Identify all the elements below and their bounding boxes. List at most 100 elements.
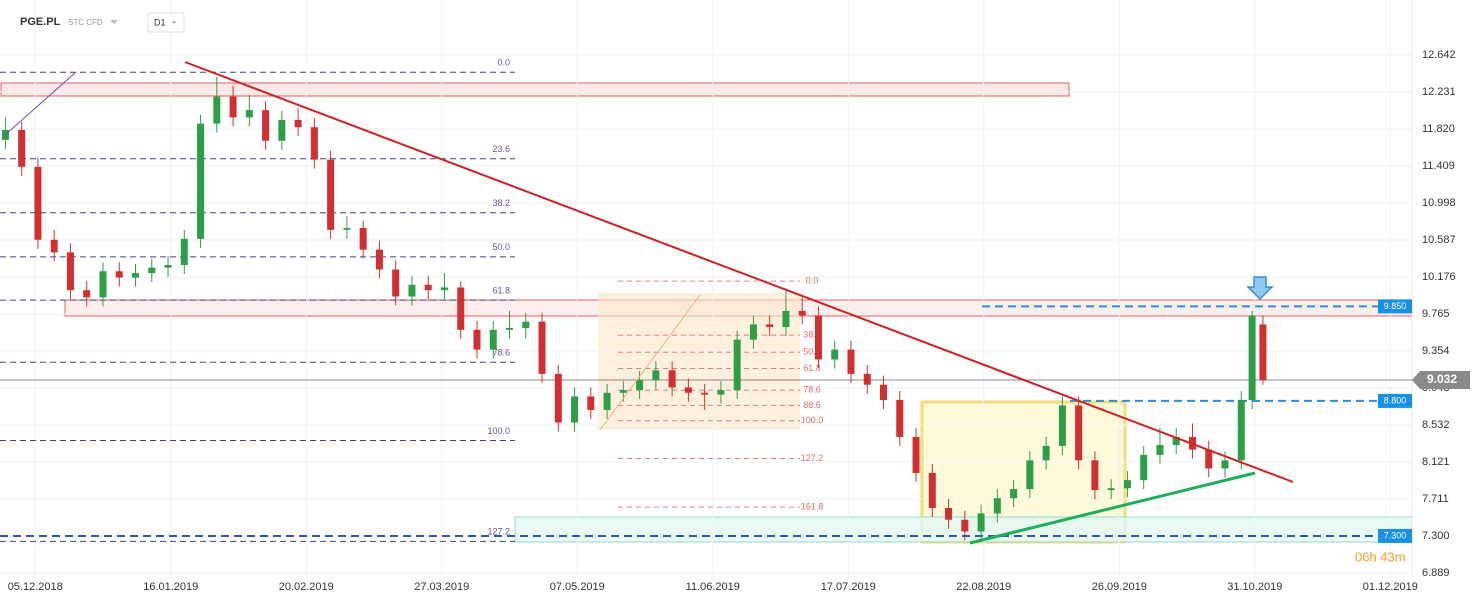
y-tick-label: 12.231 xyxy=(1422,86,1456,98)
candle-body xyxy=(880,384,888,401)
candle-body xyxy=(587,396,595,410)
y-tick-label: 12.642 xyxy=(1422,49,1456,61)
candle-body xyxy=(717,390,725,395)
fib-label: 23.6 xyxy=(492,144,510,154)
x-tick-label: 17.07.2019 xyxy=(821,581,876,593)
price-tag xyxy=(1378,299,1412,314)
candle-body xyxy=(245,110,253,118)
x-tick-label: 01.12.2019 xyxy=(1363,581,1418,593)
candle-body xyxy=(262,110,270,141)
levels: 0.0 23.6 38.2 50.0 61.8 78.6 100.0 127.2 0.0 38.2… xyxy=(0,58,1412,542)
candle-body xyxy=(733,339,741,391)
candle-body xyxy=(66,252,74,291)
trend-line xyxy=(184,61,1294,483)
candle-body xyxy=(1026,460,1034,490)
candle-body xyxy=(831,349,839,360)
candle-body xyxy=(1010,489,1018,499)
x-tick-label: 20.02.2019 xyxy=(279,581,334,593)
candle-body xyxy=(701,392,709,395)
fib-label: 38.2 xyxy=(492,198,510,208)
x-tick-label: 07.05.2019 xyxy=(550,581,605,593)
candle-body xyxy=(668,370,676,388)
candle-body xyxy=(636,380,644,391)
candle-body xyxy=(506,327,514,330)
candle-body xyxy=(99,271,107,298)
candle-body xyxy=(1042,445,1050,461)
candle-body xyxy=(1259,324,1267,381)
candle-body xyxy=(83,290,91,298)
y-tick-label: 11.820 xyxy=(1422,123,1455,135)
candle-body xyxy=(1123,480,1131,489)
drawings xyxy=(0,82,1413,544)
fib-label: 161.8 xyxy=(801,502,824,512)
interval-box[interactable] xyxy=(147,12,185,33)
last-price-tag xyxy=(1412,371,1470,390)
x-tick-label: 05.12.2018 xyxy=(8,581,63,593)
resistance-zone xyxy=(0,82,1070,97)
y-tick-label: 7.711 xyxy=(1422,493,1449,505)
candle-body xyxy=(229,96,237,118)
fib-label: 88.6 xyxy=(803,400,821,410)
candle-body xyxy=(1156,445,1164,455)
candle-body xyxy=(1172,436,1180,446)
candle-body xyxy=(197,123,205,239)
candle-body xyxy=(1237,400,1245,461)
fib-label: 61.8 xyxy=(492,285,510,295)
x-tick-label: 16.01.2019 xyxy=(143,581,198,593)
candle-body xyxy=(571,396,579,423)
candle-body xyxy=(749,324,757,340)
candle-body xyxy=(18,129,26,167)
price-tag-label: 9.850 xyxy=(1384,301,1407,311)
trend-lines xyxy=(4,61,1294,545)
y-tick-label: 10.176 xyxy=(1422,271,1456,283)
y-tick-label: 9.354 xyxy=(1422,345,1450,357)
fib-label: 127.2 xyxy=(801,453,824,463)
fib-label: 50.0 xyxy=(492,242,510,252)
candle-body xyxy=(522,321,530,328)
candle-body xyxy=(132,273,140,278)
candle-body xyxy=(945,508,953,520)
candle-body xyxy=(554,373,562,423)
candle-body xyxy=(538,321,546,374)
candle-body xyxy=(961,519,969,532)
candle-body xyxy=(375,249,383,270)
y-tick-label: 9.765 xyxy=(1422,308,1450,320)
trend-line xyxy=(969,471,1256,545)
candle-body xyxy=(148,267,156,274)
candle-body xyxy=(473,329,481,350)
fib-label: 127.2 xyxy=(487,527,510,537)
price-tag xyxy=(1378,393,1412,408)
y-tick-label: 8.532 xyxy=(1422,419,1450,431)
last-price-label: 9.032 xyxy=(1427,372,1457,386)
x-tick-label: 31.10.2019 xyxy=(1227,581,1282,593)
candle-body xyxy=(1091,460,1099,491)
dropdown xyxy=(171,21,177,24)
candle-body xyxy=(684,387,692,393)
candle-body xyxy=(896,400,904,437)
y-tick-label: 10.998 xyxy=(1422,197,1456,209)
candle-body xyxy=(798,310,806,316)
candle-body xyxy=(440,287,448,291)
x-tick-label: 11.06.2019 xyxy=(686,581,740,593)
candle-body xyxy=(457,287,465,330)
fib-label: 78.6 xyxy=(803,384,821,394)
candle-body xyxy=(424,284,432,291)
candle-body xyxy=(1248,315,1256,401)
candle-body xyxy=(1058,405,1066,446)
candle-body xyxy=(1205,449,1213,469)
candle-body xyxy=(847,349,855,374)
interval[interactable]: D1 xyxy=(154,17,166,27)
candle-body xyxy=(977,513,985,532)
dropdown[interactable] xyxy=(110,20,118,24)
candle-body xyxy=(408,284,416,297)
candle-body xyxy=(278,120,286,141)
candle-body xyxy=(863,373,871,385)
fib-label: 50.0 xyxy=(803,347,821,357)
countdown: 06h 43m xyxy=(1355,549,1406,564)
candle-body xyxy=(115,271,123,278)
x-tick-label: 27.03.2019 xyxy=(414,581,469,593)
candle-body xyxy=(343,228,351,230)
candle-body xyxy=(912,436,920,473)
fib-label: 38.2 xyxy=(803,330,821,340)
